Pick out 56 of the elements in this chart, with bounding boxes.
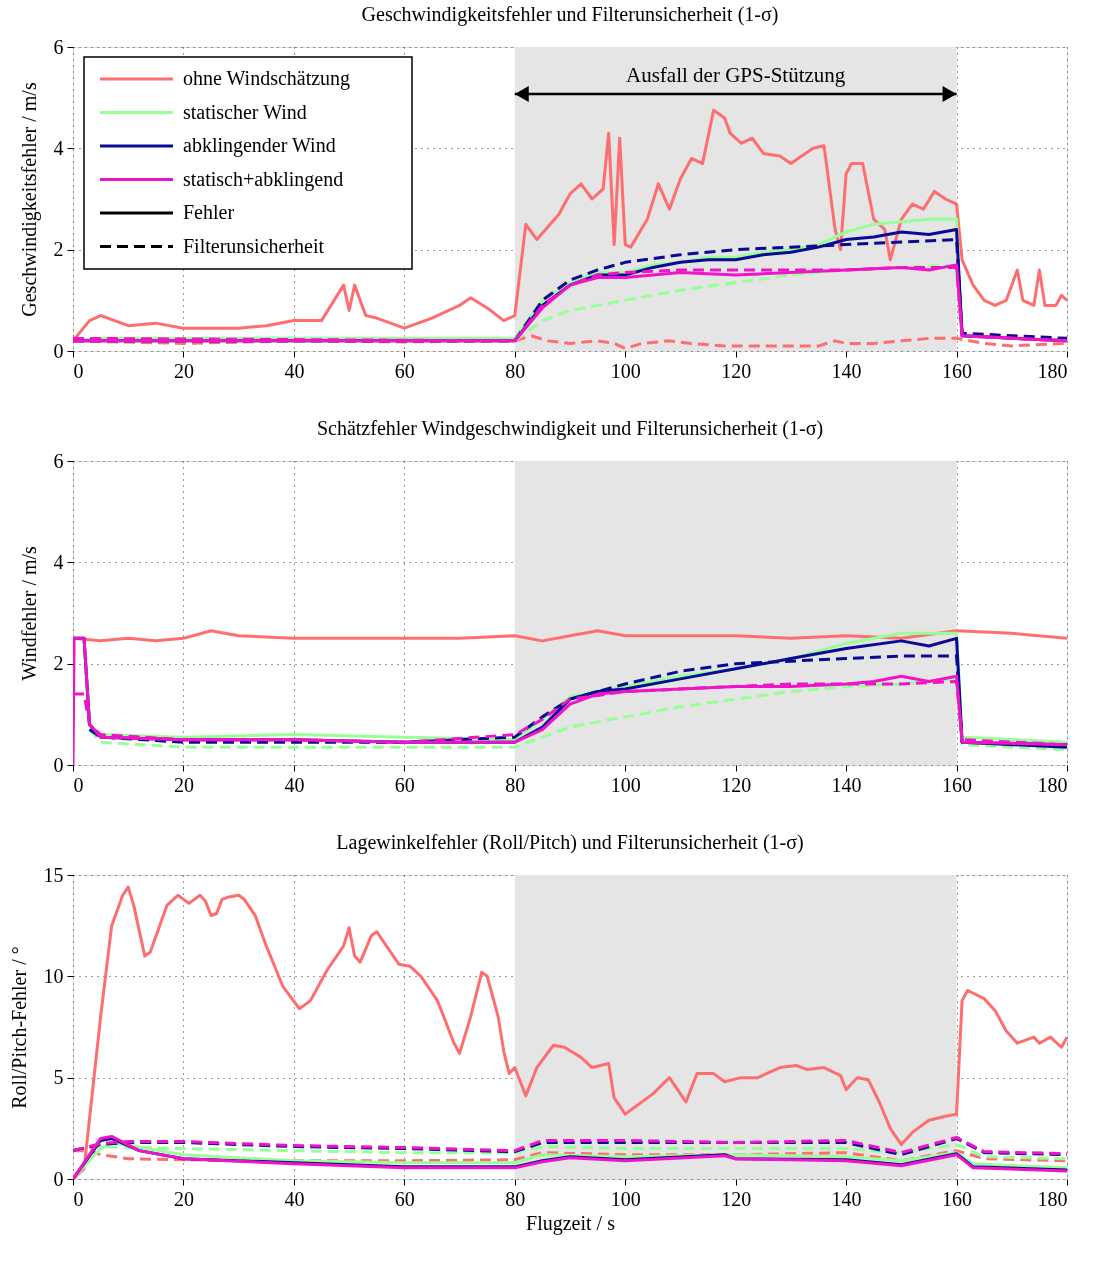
y-tick-label: 5 (53, 1066, 64, 1089)
annotation: Ausfall der GPS-Stützung (626, 63, 846, 87)
y-tick-label: 2 (53, 238, 64, 261)
x-tick-label: 140 (831, 1187, 862, 1210)
x-tick-label: 80 (505, 359, 526, 382)
y-tick-label: 4 (53, 136, 64, 159)
chart-title: Schätzfehler Windgeschwindigkeit und Filterunsicherheit (1-σ) (316, 417, 824, 440)
x-tick-label: 140 (831, 773, 862, 796)
y-tick-label: 6 (53, 35, 64, 58)
y-tick-label: 0 (53, 339, 64, 362)
x-axis-title: Flugzeit / s (526, 1211, 616, 1235)
x-tick-label: 160 (942, 359, 973, 382)
legend-label: ohne Windschätzung (183, 67, 351, 90)
x-tick-label: 40 (284, 359, 305, 382)
x-tick-label: 160 (942, 773, 973, 796)
x-tick-label: 60 (394, 359, 415, 382)
y-tick-label: 0 (53, 1167, 64, 1190)
x-tick-label: 20 (173, 359, 194, 382)
x-tick-label: 80 (505, 773, 526, 796)
x-tick-label: 0 (73, 359, 84, 382)
x-tick-label: 60 (394, 1187, 415, 1210)
x-tick-label: 100 (610, 359, 641, 382)
y-axis-title: Windfehler / m/s (17, 545, 40, 681)
x-tick-label: 180 (1037, 359, 1068, 382)
x-tick-label: 0 (73, 773, 84, 796)
x-tick-label: 20 (173, 1187, 194, 1210)
y-tick-label: 2 (53, 652, 64, 675)
x-tick-label: 140 (831, 359, 862, 382)
x-tick-label: 60 (394, 773, 415, 796)
x-tick-label: 120 (721, 359, 752, 382)
y-tick-label: 10 (43, 964, 64, 987)
legend-label: statischer Wind (183, 100, 307, 123)
y-axis-title: Roll/Pitch-Fehler / ° (7, 946, 30, 1109)
x-tick-label: 160 (942, 1187, 973, 1210)
x-tick-label: 100 (610, 1187, 641, 1210)
legend-label: abklingender Wind (183, 134, 336, 157)
y-tick-label: 15 (43, 863, 64, 886)
x-tick-label: 180 (1037, 773, 1068, 796)
x-tick-label: 40 (284, 773, 305, 796)
chart-title: Lagewinkelfehler (Roll/Pitch) und Filterunsicherheit (1-σ) (336, 831, 804, 854)
legend-label: statisch+abklingend (183, 167, 344, 191)
x-tick-label: 120 (721, 1187, 752, 1210)
chart-title: Geschwindigkeitsfehler und Filterunsicherheit (1-σ) (361, 3, 779, 26)
y-tick-label: 4 (53, 550, 64, 573)
y-axis-title: Geschwindigkeitsfehler / m/s (17, 82, 41, 317)
x-tick-label: 100 (610, 773, 641, 796)
x-tick-label: 20 (173, 773, 194, 796)
y-tick-label: 6 (53, 449, 64, 472)
legend-label: Fehler (183, 201, 235, 223)
x-tick-label: 40 (284, 1187, 305, 1210)
legend-label: Filterunsicherheit (183, 234, 325, 257)
y-tick-label: 0 (53, 753, 64, 776)
x-tick-label: 0 (73, 1187, 84, 1210)
x-tick-label: 80 (505, 1187, 526, 1210)
x-tick-label: 120 (721, 773, 752, 796)
x-tick-label: 180 (1037, 1187, 1068, 1210)
